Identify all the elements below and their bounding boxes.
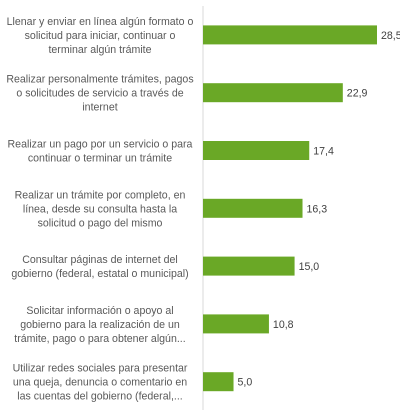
category-label-line: las cuentas del gobierno (federal,... (17, 391, 182, 403)
bars-group (203, 25, 377, 392)
data-label: 5,0 (238, 377, 253, 389)
category-label-line: solicitud o pago del mismo (38, 217, 163, 229)
bar (203, 256, 295, 276)
data-label: 22,9 (347, 88, 368, 100)
category-label-line: internet (82, 102, 117, 114)
category-label-line: Solicitar información o apoyo al (26, 305, 173, 317)
category-label-line: gobierno para la realización de un (20, 319, 180, 331)
category-label-line: trámite, pago o para obtener algún... (14, 333, 185, 345)
category-label-line: continuar o terminar un trámite (28, 153, 172, 165)
category-label: Solicitar información o apoyo al gobierno… (14, 305, 185, 345)
category-label-line: Realizar un trámite por completo, en (15, 189, 186, 201)
category-label: Llenar y enviar en línea algún formato o… (7, 16, 194, 56)
category-label-line: Realizar un pago por un servicio o para (8, 139, 193, 151)
category-label-line: terminar algún trámite (48, 44, 151, 56)
category-label-line: o solicitudes de servicio a través de (16, 88, 183, 100)
value-labels-group: 28,5 22,9 17,4 16,3 15,0 10,8 5,0 (238, 30, 400, 389)
category-label-line: solicitud para iniciar, continuar o (25, 30, 176, 42)
data-label: 28,5 (381, 30, 400, 42)
category-label: Realizar personalmente trámites, pagos o … (6, 74, 193, 114)
bar (203, 25, 377, 45)
bar (203, 314, 269, 334)
category-label-line: línea, desde su consulta hasta la (23, 203, 177, 215)
data-label: 15,0 (299, 261, 320, 273)
bar (203, 198, 303, 218)
category-label-line: Llenar y enviar en línea algún formato o (7, 16, 194, 28)
category-label: Consultar páginas de internet del gobiern… (11, 254, 188, 280)
data-label: 10,8 (273, 319, 294, 331)
category-label: Utilizar redes sociales para presentar un… (13, 363, 188, 403)
data-label: 17,4 (313, 146, 334, 158)
data-label: 16,3 (307, 203, 328, 215)
category-label: Realizar un pago por un servicio o para c… (8, 139, 193, 165)
category-label-line: gobierno (federal, estatal o municipal) (11, 268, 188, 280)
bar (203, 141, 310, 160)
category-label-line: una queja, denuncia o comentario en (13, 377, 187, 389)
category-labels-group: Llenar y enviar en línea algún formato o… (6, 16, 193, 403)
category-label-line: Realizar personalmente trámites, pagos (6, 74, 193, 86)
category-label-line: Utilizar redes sociales para presentar (13, 363, 188, 375)
bar (203, 372, 234, 392)
bar (203, 83, 343, 103)
category-label-line: Consultar páginas de internet del (22, 254, 177, 266)
category-label: Realizar un trámite por completo, en líne… (15, 189, 186, 229)
